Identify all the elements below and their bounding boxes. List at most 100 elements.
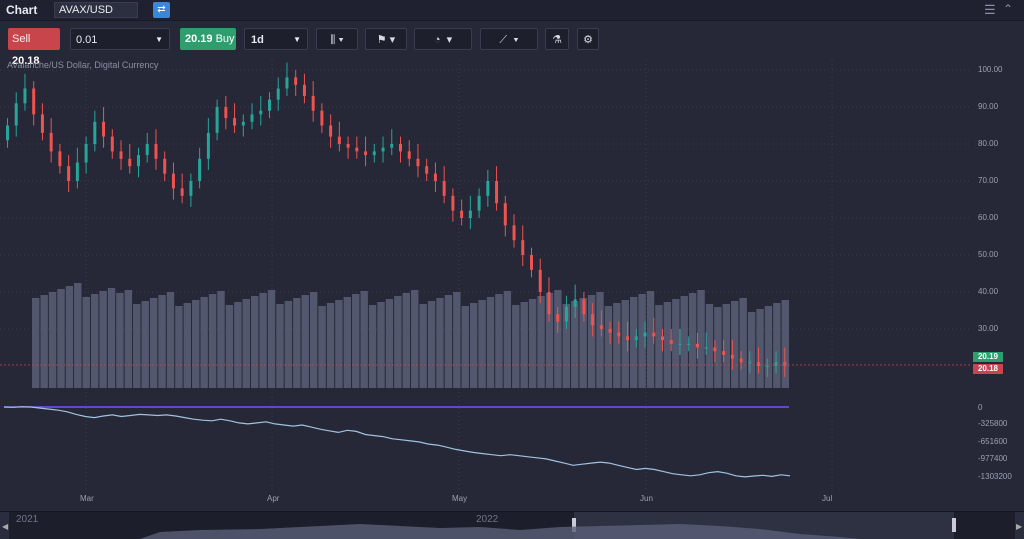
chevron-down-icon: ▼ bbox=[155, 35, 163, 44]
candle-body bbox=[538, 269, 542, 292]
drawing-tool-button[interactable]: ⟋ ▾ bbox=[480, 28, 538, 50]
volume-bar bbox=[562, 304, 571, 388]
volume-bar bbox=[714, 307, 722, 388]
candle-body bbox=[154, 144, 158, 159]
candle-body bbox=[399, 144, 402, 152]
candle-body bbox=[250, 114, 254, 122]
candle-body bbox=[32, 88, 36, 115]
quantity-select[interactable]: 0.01 ▼ bbox=[70, 28, 170, 50]
volume-bar bbox=[326, 303, 335, 388]
volume-bar bbox=[225, 305, 234, 388]
volume-bar bbox=[65, 286, 74, 388]
time-axis-label: Apr bbox=[267, 494, 280, 503]
volume-bar bbox=[141, 301, 149, 388]
time-navigator[interactable]: 2021 2022 ◀ ▶ bbox=[0, 511, 1024, 539]
candle-body bbox=[355, 147, 359, 152]
strategy-button[interactable]: ⚗ bbox=[545, 28, 569, 50]
navigator-year: 2022 bbox=[476, 514, 499, 525]
volume-bar bbox=[267, 290, 276, 388]
volume-bar bbox=[579, 298, 587, 388]
volume-bar bbox=[739, 298, 747, 388]
volume-bar bbox=[773, 303, 781, 388]
volume-bar bbox=[537, 296, 545, 388]
candle-body bbox=[381, 147, 385, 152]
candle-body bbox=[346, 144, 350, 148]
volume-bar bbox=[394, 296, 402, 388]
volume-bar bbox=[495, 294, 503, 388]
candle-body bbox=[206, 132, 210, 159]
candle-body bbox=[503, 203, 507, 226]
volume-bar bbox=[385, 299, 394, 388]
candle-body bbox=[765, 366, 769, 367]
candle-body bbox=[14, 103, 18, 126]
bid-price-tag: 20.19 bbox=[973, 352, 1003, 362]
volume-bar bbox=[587, 295, 596, 388]
collapse-icon[interactable]: ⌃ bbox=[1003, 2, 1014, 16]
volume-bar bbox=[40, 295, 48, 388]
chart-type-button[interactable]: ⫼ ▾ bbox=[316, 28, 358, 50]
candle-body bbox=[678, 343, 682, 345]
period-select[interactable]: 1d ▼ bbox=[244, 28, 308, 50]
volume-bar bbox=[133, 304, 141, 388]
candle-body bbox=[145, 144, 149, 156]
timeframe-tool-button[interactable]: ◔ ▾ bbox=[414, 28, 472, 50]
volume-bar bbox=[32, 298, 40, 388]
volume-bar bbox=[276, 304, 284, 388]
candle-body bbox=[329, 125, 333, 137]
candle-body bbox=[390, 144, 394, 148]
indicators-button[interactable]: ⚑ ▾ bbox=[365, 28, 407, 50]
candle-body bbox=[49, 132, 53, 152]
volume-bar bbox=[697, 290, 705, 388]
candle-body bbox=[407, 151, 411, 159]
volume-bar bbox=[293, 298, 301, 388]
buy-button[interactable]: 20.19 Buy bbox=[180, 28, 236, 50]
candle-body bbox=[416, 158, 420, 167]
candle-body bbox=[783, 362, 787, 366]
volume-bar bbox=[520, 302, 528, 388]
candle-body bbox=[460, 210, 464, 218]
candle-body bbox=[626, 336, 630, 341]
volume-bar bbox=[503, 291, 512, 388]
volume-bar bbox=[192, 300, 200, 388]
volume-bar bbox=[436, 298, 444, 388]
candle-body bbox=[40, 114, 44, 133]
time-axis-label: Jul bbox=[822, 494, 833, 503]
volume-bar bbox=[453, 292, 461, 388]
volume-bar bbox=[764, 306, 773, 388]
candle-body bbox=[573, 299, 577, 307]
volume-bar bbox=[250, 296, 259, 388]
price-axis-label: 90.00 bbox=[978, 102, 999, 111]
volume-bar bbox=[242, 299, 250, 388]
volume-bar bbox=[747, 312, 756, 388]
indicator-axis-label: -977400 bbox=[978, 454, 1008, 463]
volume-bar bbox=[731, 301, 739, 388]
candle-body bbox=[137, 155, 140, 167]
candle-body bbox=[233, 118, 237, 126]
candle-body bbox=[93, 121, 97, 144]
candle-body bbox=[259, 110, 263, 115]
period-value: 1d bbox=[251, 34, 264, 46]
candle-body bbox=[451, 195, 455, 211]
price-axis-label: 100.00 bbox=[978, 65, 1003, 74]
swap-icon[interactable]: ⇄ bbox=[153, 2, 170, 18]
volume-bar bbox=[107, 288, 116, 388]
volume-bar bbox=[629, 297, 638, 388]
chart-subtitle: Avalanche/US Dollar, Digital Currency bbox=[7, 60, 159, 70]
navigator-preview: ◀ ▶ bbox=[0, 512, 1024, 539]
volume-bar bbox=[318, 306, 326, 388]
settings-button[interactable]: ⚙ bbox=[577, 28, 599, 50]
toolbar: Sell 20.18 0.01 ▼ 20.19 Buy 1d ▼ ⫼ ▾ ⚑ ▾ ◔… bbox=[0, 28, 1024, 67]
candle-body bbox=[547, 292, 551, 315]
hamburger-menu-icon[interactable]: ☰ bbox=[984, 2, 996, 17]
candle-body bbox=[512, 225, 516, 241]
svg-text:◀: ◀ bbox=[2, 522, 9, 531]
sell-button[interactable]: Sell 20.18 bbox=[8, 28, 60, 67]
indicator-axis-label: -1303200 bbox=[978, 472, 1012, 481]
price-axis-label: 30.00 bbox=[978, 324, 999, 333]
price-axis-label: 40.00 bbox=[978, 287, 999, 296]
volume-bar bbox=[74, 283, 82, 388]
symbol-field[interactable]: AVAX/USD bbox=[54, 2, 138, 18]
volume-bar bbox=[419, 304, 427, 388]
volume-bar bbox=[217, 291, 225, 388]
